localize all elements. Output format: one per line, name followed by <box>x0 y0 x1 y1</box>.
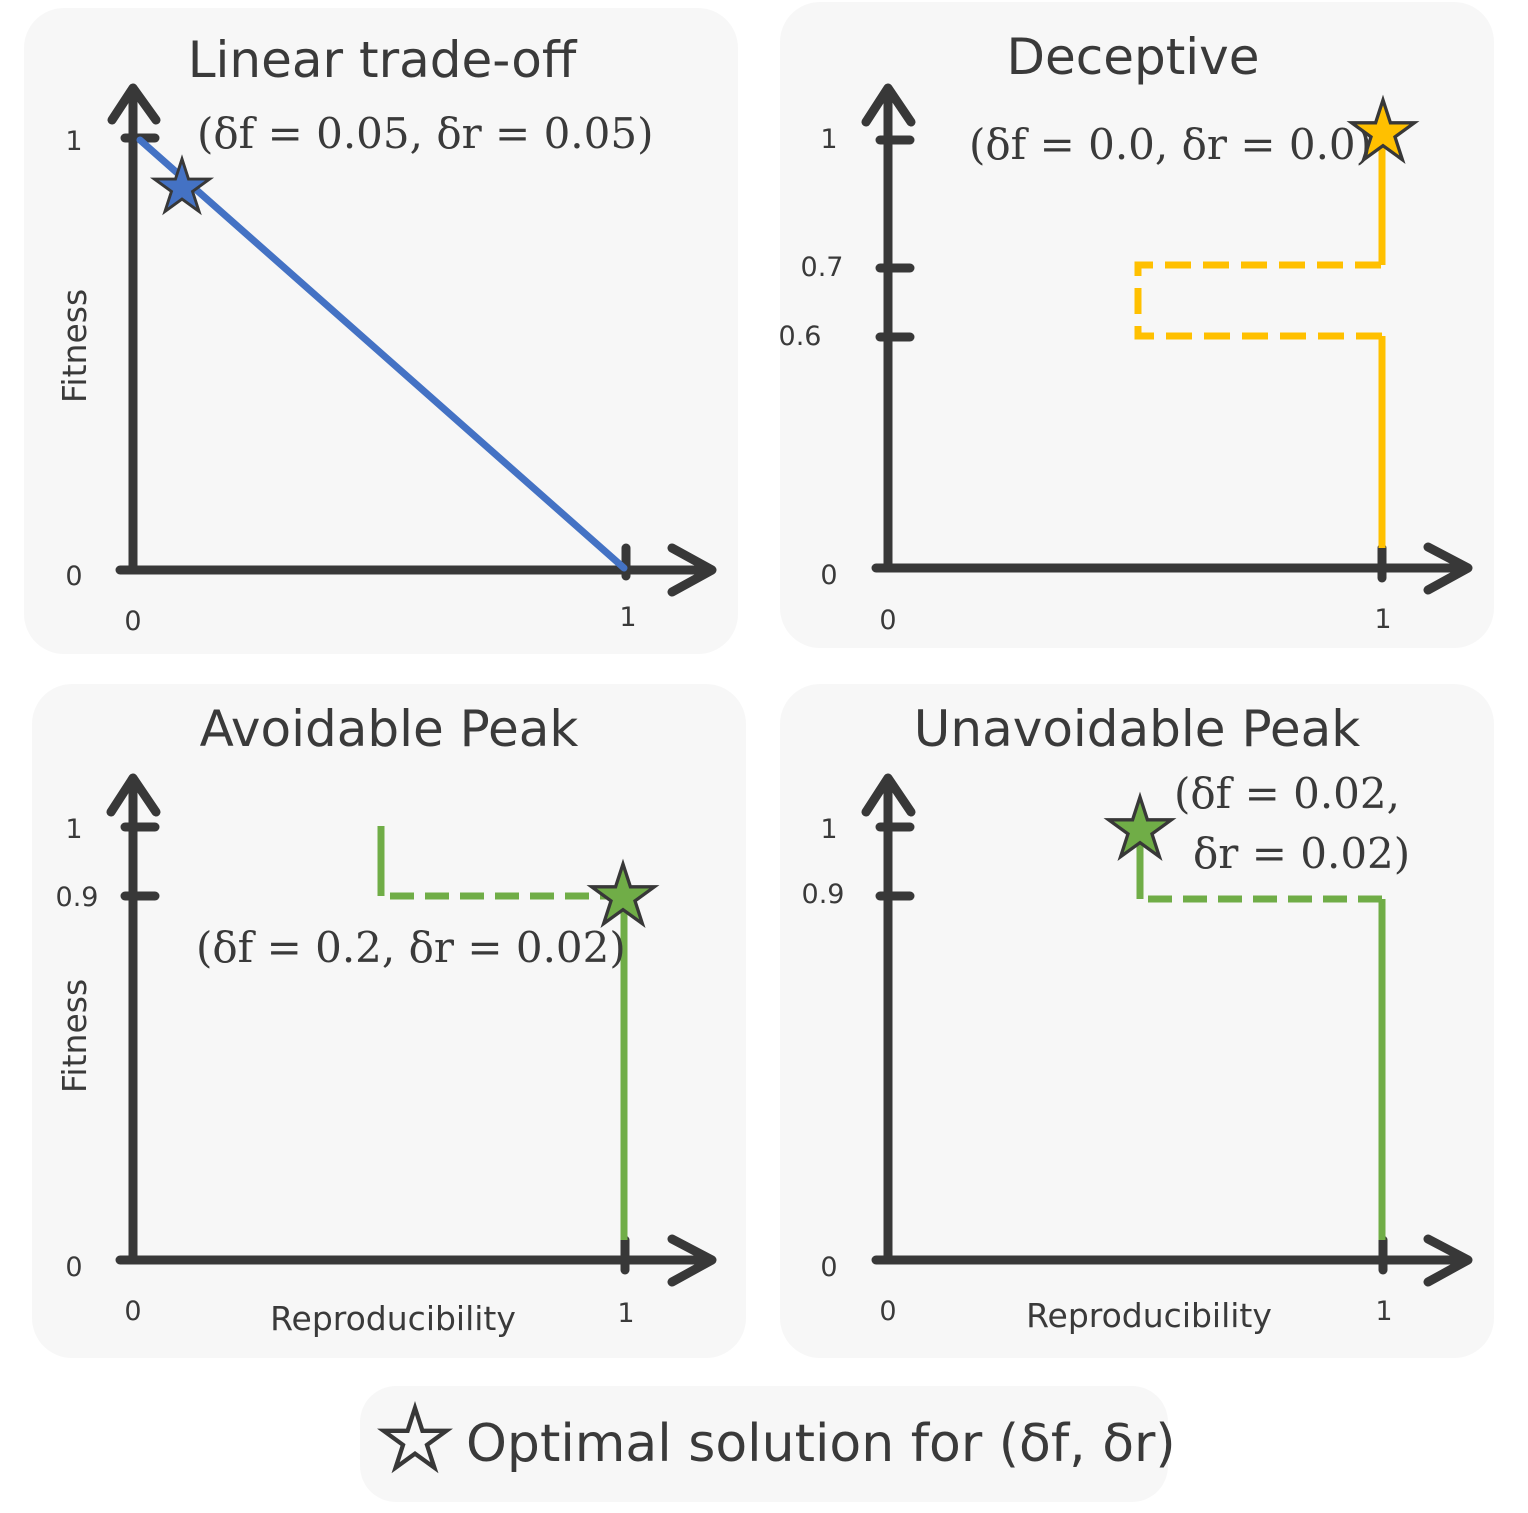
panel-title: Deceptive <box>1006 28 1259 86</box>
y-axis <box>106 773 161 1265</box>
y-tick-label-0: 0 <box>65 1252 82 1283</box>
panel-annotation-line2: δr = 0.02) <box>1193 829 1410 878</box>
panel-annotation-line1: (δf = 0.02, <box>1174 769 1400 818</box>
y-tick-label-0: 0 <box>65 561 82 592</box>
fitness-curve <box>136 136 628 572</box>
panel-title: Avoidable Peak <box>200 700 579 758</box>
y-axis <box>861 773 916 1265</box>
y-tick-label-1: 1 <box>820 814 837 845</box>
y-tick-label-0-9: 0.9 <box>56 882 99 913</box>
y-axis-label: Fitness <box>55 979 94 1093</box>
chart-unavoidable-peak: Unavoidable Peak 1 0.9 0 0 1 Reproducibi… <box>802 700 1473 1335</box>
chart-avoidable-peak: Avoidable Peak 1 0.9 0 0 1 Fitness Repro… <box>55 700 717 1338</box>
x-tick-label-0: 0 <box>879 1296 896 1327</box>
panel-linear-trade-off <box>24 8 738 654</box>
panel-annotation: (δf = 0.2, δr = 0.02) <box>196 923 626 972</box>
x-tick-label-0: 0 <box>879 605 896 636</box>
chart-deceptive: Deceptive 1 0.7 0.6 0 0 1 (δf = 0.0, δr … <box>779 28 1473 636</box>
x-axis <box>871 542 1473 595</box>
y-tick-label-0-6: 0.6 <box>779 321 822 352</box>
star-outline-icon <box>384 1408 447 1468</box>
x-axis-label: Reproducibility <box>270 1299 516 1338</box>
y-tick-label-1: 1 <box>820 124 837 155</box>
x-axis <box>871 1234 1473 1287</box>
fitness-curve-dashed <box>1134 261 1382 340</box>
y-axis <box>107 83 161 575</box>
x-tick-label-1: 1 <box>1375 1296 1392 1327</box>
panel-title: Unavoidable Peak <box>914 700 1360 758</box>
x-axis <box>115 543 717 597</box>
legend: Optimal solution for (δf, δr) <box>384 1408 1176 1474</box>
y-tick-label-0-7: 0.7 <box>801 252 844 283</box>
y-tick-label-0-9: 0.9 <box>802 879 845 910</box>
y-tick-label-1: 1 <box>65 814 82 845</box>
y-axis <box>861 83 916 573</box>
legend-box <box>360 1386 1168 1502</box>
chart-linear-trade-off: Linear trade-off 1 0 0 1 Fitness (δf = 0… <box>55 31 717 637</box>
x-tick-label-1: 1 <box>617 1298 634 1329</box>
y-tick-label-1: 1 <box>65 126 82 157</box>
x-tick-label-0: 0 <box>124 1296 141 1327</box>
x-axis <box>115 1234 717 1287</box>
y-tick-label-0: 0 <box>820 1252 837 1283</box>
x-tick-label-1: 1 <box>1374 604 1391 635</box>
optimum-star-icon <box>154 159 209 211</box>
panel-annotation: (δf = 0.0, δr = 0.0) <box>969 120 1372 169</box>
y-tick-label-0: 0 <box>820 560 837 591</box>
panel-annotation: (δf = 0.05, δr = 0.05) <box>197 109 653 158</box>
x-tick-label-1: 1 <box>619 602 636 633</box>
legend-label: Optimal solution for (δf, δr) <box>466 1414 1176 1474</box>
x-axis-label: Reproducibility <box>1026 1296 1272 1335</box>
x-tick-label-0: 0 <box>124 606 141 637</box>
y-axis-label: Fitness <box>55 289 94 403</box>
panel-title: Linear trade-off <box>188 31 578 89</box>
